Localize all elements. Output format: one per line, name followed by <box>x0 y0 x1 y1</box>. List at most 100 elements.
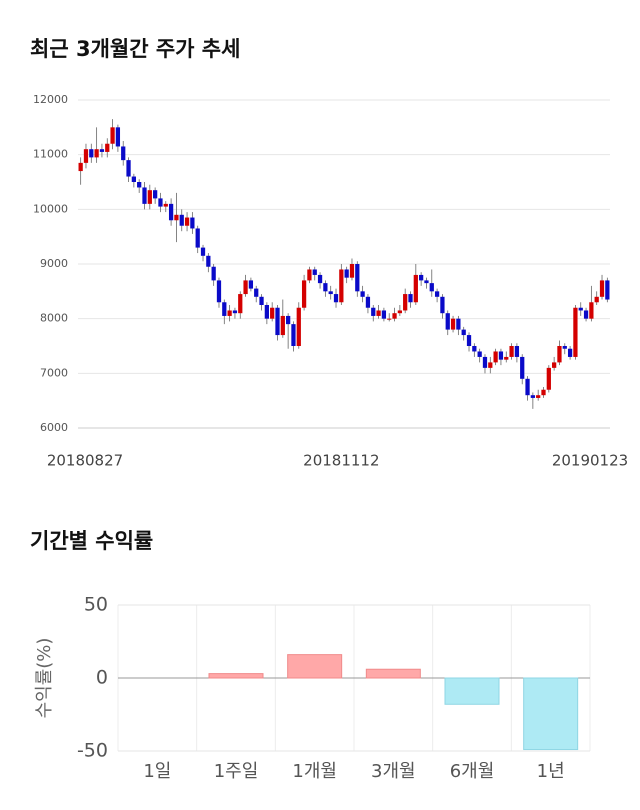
x-tick-label: 20180827 <box>47 452 123 470</box>
x-tick-label: 6개월 <box>450 761 495 782</box>
candle-body <box>424 280 429 284</box>
candle-body <box>562 346 567 349</box>
candle-body <box>419 274 424 281</box>
y-tick-label: 0 <box>96 667 108 689</box>
candle-body <box>328 291 333 295</box>
y-tick-label: 12000 <box>33 93 68 106</box>
candle-body <box>520 356 525 379</box>
candle-body <box>552 362 557 368</box>
candle-body <box>392 313 397 319</box>
candle-body <box>498 351 504 360</box>
candle-body <box>78 162 83 172</box>
x-tick-label: 1개월 <box>292 761 337 782</box>
candle-body <box>413 274 418 303</box>
candle-body <box>115 127 121 147</box>
candle-body <box>450 318 456 330</box>
x-tick-label: 3개월 <box>371 761 416 782</box>
candle-body <box>94 149 99 158</box>
candle-body <box>525 378 530 396</box>
candle-body <box>83 149 89 163</box>
candle-body <box>89 149 94 158</box>
candle-body <box>594 296 599 303</box>
candle-body <box>355 264 360 292</box>
candle-body <box>254 288 259 297</box>
candle-body <box>488 362 493 368</box>
candle-body <box>583 310 589 319</box>
bar <box>208 673 264 679</box>
x-tick-label: 20190123 <box>552 452 628 470</box>
candle-body <box>557 346 562 363</box>
candle-body <box>307 269 312 281</box>
candle-body <box>477 351 482 357</box>
x-tick-label: 20181112 <box>303 452 379 470</box>
candle-body <box>195 228 200 248</box>
bar <box>365 668 421 679</box>
y-axis-label: 수익률(%) <box>34 638 55 719</box>
candle-body <box>222 302 227 316</box>
candle-body <box>434 291 440 297</box>
candle-body <box>184 217 190 226</box>
candle-body <box>168 203 174 221</box>
x-tick-label: 1주일 <box>214 761 259 782</box>
candle-body <box>578 307 583 311</box>
candle-body <box>536 395 541 398</box>
candle-body <box>573 307 578 357</box>
candle-body <box>99 149 105 152</box>
candle-body <box>466 335 472 346</box>
candle-body <box>259 296 264 305</box>
y-tick-label: 10000 <box>33 202 68 215</box>
candle-body <box>163 203 168 207</box>
candle-body <box>243 280 248 295</box>
candle-body <box>387 318 392 320</box>
candle-body <box>403 294 408 311</box>
candle-body <box>339 269 344 303</box>
candle-body <box>142 187 147 204</box>
x-tick-label: 1년 <box>537 761 565 782</box>
bar <box>523 677 579 751</box>
candle-body <box>371 307 376 316</box>
y-tick-label: 11000 <box>33 148 68 161</box>
candle-body <box>493 351 498 363</box>
candle-body <box>317 274 323 284</box>
candle-body <box>599 280 605 297</box>
candle-body <box>296 307 301 346</box>
candle-body <box>605 280 610 300</box>
bar <box>444 677 500 705</box>
y-tick-label: -50 <box>77 740 108 762</box>
candle-body <box>121 146 126 161</box>
candle-body <box>211 266 216 281</box>
candle-body <box>541 389 546 396</box>
candle-body <box>301 280 307 308</box>
candle-body <box>344 269 349 278</box>
candle-body <box>232 310 238 314</box>
candle-body <box>206 255 211 267</box>
y-tick-label: 9000 <box>40 257 68 270</box>
chart-title: 기간별 수익률 <box>30 529 153 553</box>
candle-body <box>286 315 291 325</box>
candle-body <box>275 307 280 336</box>
candle-body <box>291 324 296 346</box>
candle-body <box>147 190 152 204</box>
candle-body <box>174 214 179 221</box>
candle-body <box>200 247 206 256</box>
candle-body <box>472 346 477 352</box>
y-tick-label: 7000 <box>40 366 68 379</box>
candle-body <box>440 296 445 314</box>
candle-body <box>270 307 275 319</box>
candle-body <box>461 329 466 336</box>
candle-body <box>280 315 285 336</box>
x-tick-label: 1일 <box>143 761 171 782</box>
candle-body <box>504 356 509 360</box>
candle-body <box>323 283 328 292</box>
candle-body <box>530 395 535 398</box>
candle-body <box>137 182 142 188</box>
candle-body <box>546 367 551 390</box>
candle-body <box>126 160 131 177</box>
chart-title: 최근 3개월간 주가 추세 <box>30 37 240 61</box>
candle-body <box>360 291 365 297</box>
candle-body <box>514 346 520 357</box>
candle-body <box>365 296 371 308</box>
candle-body <box>238 294 243 314</box>
